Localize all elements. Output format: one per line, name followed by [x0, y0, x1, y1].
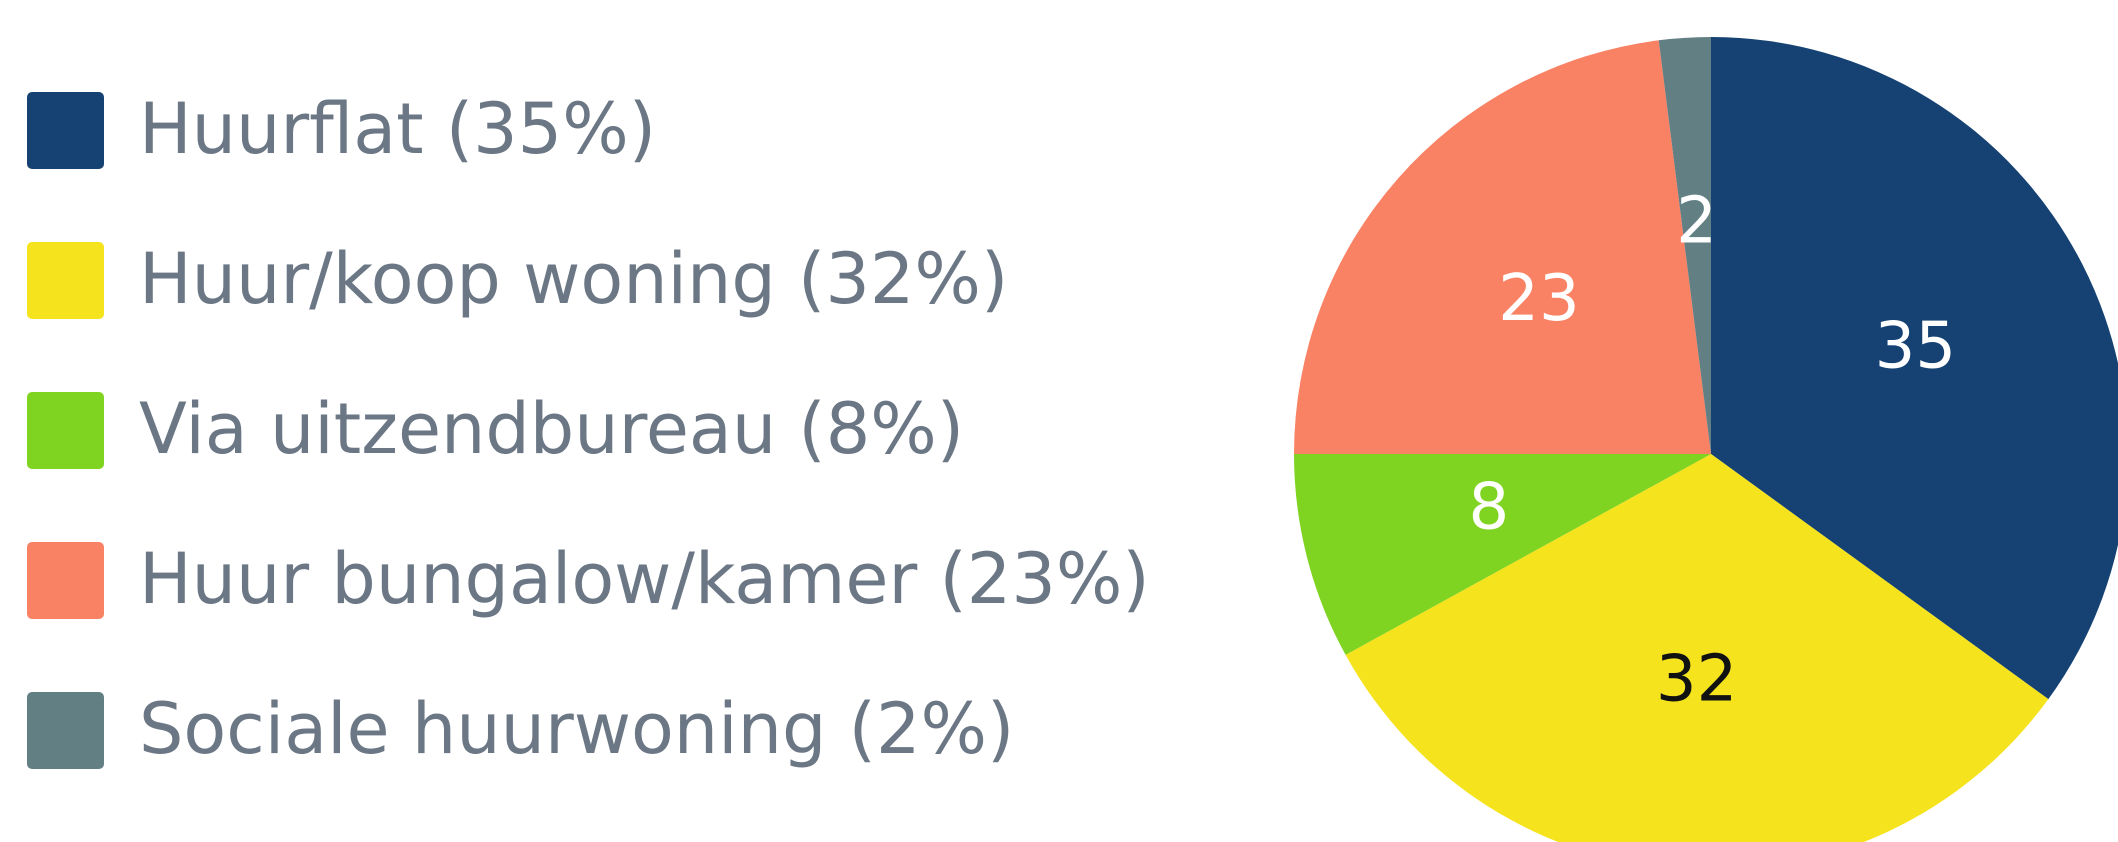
legend-label: Sociale huurwoning (2%): [139, 688, 1014, 770]
slice-label: 23: [1498, 262, 1579, 336]
pie-slice: [1711, 37, 2118, 700]
slice-label: 8: [1468, 471, 1509, 545]
legend-label: Huur/koop woning (32%): [139, 238, 1008, 320]
pie-slice: [1345, 454, 2049, 842]
slice-label: 2: [1676, 185, 1717, 259]
legend-label: Via uitzendbureau (8%): [139, 388, 964, 470]
legend-label: Huurflat (35%): [139, 88, 656, 170]
legend-swatch: [27, 92, 104, 169]
slice-label: 35: [1875, 309, 1956, 383]
slice-label: 32: [1656, 642, 1737, 716]
pie-slice: [1658, 37, 1711, 454]
legend-label: Huur bungalow/kamer (23%): [139, 538, 1150, 620]
legend-swatch: [27, 692, 104, 769]
legend-swatch: [27, 392, 104, 469]
legend-swatch: [27, 242, 104, 319]
pie-slice: [1294, 40, 1711, 454]
legend-swatch: [27, 542, 104, 619]
pie-slice: [1294, 454, 1711, 655]
